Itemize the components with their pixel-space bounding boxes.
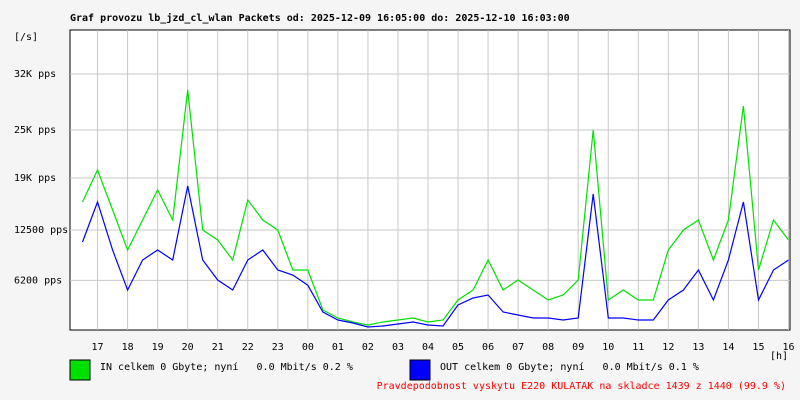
x-tick-label: 15 — [752, 342, 764, 353]
y-tick-label: 32K pps — [14, 69, 56, 80]
x-tick-label: 08 — [542, 342, 554, 353]
x-tick-label: 04 — [422, 342, 434, 353]
x-tick-label: 00 — [302, 342, 314, 353]
y-tick-label: 12500 pps — [14, 225, 68, 236]
x-tick-label: 19 — [152, 342, 164, 353]
y-tick-label: 19K pps — [14, 173, 56, 184]
chart-title: Graf provozu lb_jzd_cl_wlan Packets od: … — [70, 12, 570, 24]
x-tick-label: 23 — [272, 342, 284, 353]
x-tick-label: 11 — [632, 342, 644, 353]
x-tick-label: 20 — [182, 342, 194, 353]
x-tick-label: 06 — [482, 342, 494, 353]
lines — [81, 89, 789, 328]
footer: Pravdepodobnost vyskytu E220 KULATAK na … — [377, 381, 786, 392]
x-tick-label: 18 — [122, 342, 134, 353]
legend-label: OUT celkem 0 Gbyte; nyní 0.0 Mbit/s 0.1 … — [440, 361, 699, 373]
x-tick-label: 03 — [392, 342, 404, 353]
x-tick-label: 01 — [332, 342, 344, 353]
x-tick-label: 07 — [512, 342, 524, 353]
x-tick-label: 22 — [242, 342, 254, 353]
x-axis-label: [h] — [770, 351, 788, 362]
y-tick-label: 6200 pps — [14, 275, 62, 286]
legend-swatch — [69, 359, 91, 381]
x-tick-label: 14 — [722, 342, 734, 353]
legend-swatch — [409, 359, 431, 381]
legend-label: IN celkem 0 Gbyte; nyní 0.0 Mbit/s 0.2 % — [100, 361, 353, 373]
x-tick-label: 02 — [362, 342, 374, 353]
x-tick-label: 17 — [92, 342, 104, 353]
y-axis-label: [/s] — [14, 32, 38, 43]
x-tick-label: 09 — [572, 342, 584, 353]
series-line — [81, 185, 789, 328]
x-tick-label: 16 — [782, 342, 794, 353]
x-tick-label: 10 — [602, 342, 614, 353]
x-tick-label: 12 — [662, 342, 674, 353]
x-tick-label: 05 — [452, 342, 464, 353]
legend: IN celkem 0 Gbyte; nyní 0.0 Mbit/s 0.2 %… — [69, 359, 699, 381]
y-tick-label: 25K pps — [14, 125, 56, 136]
x-tick-label: 13 — [692, 342, 704, 353]
series-line — [81, 89, 789, 326]
grid — [70, 30, 790, 330]
plot-area — [69, 29, 791, 331]
x-tick-label: 21 — [212, 342, 224, 353]
